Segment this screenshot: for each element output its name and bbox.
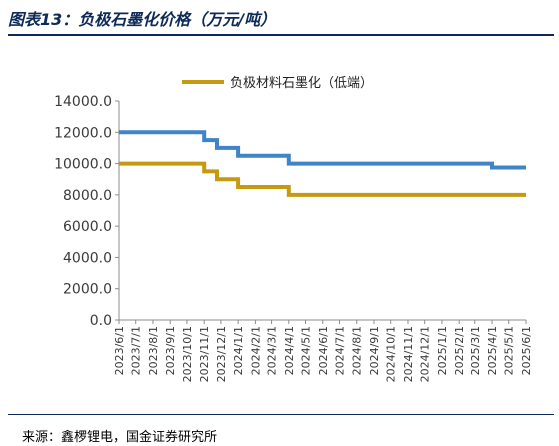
legend-label: 负极材料石墨化（低端） <box>230 76 373 91</box>
x-tick-label: 2024/7/1 <box>333 326 346 375</box>
x-tick-label: 2024/2/1 <box>249 326 262 375</box>
title-rule <box>8 34 554 36</box>
x-tick-label: 2023/11/1 <box>198 326 211 382</box>
y-tick-label: 6000.0 <box>63 219 112 235</box>
x-tick-label: 2024/12/1 <box>419 326 432 382</box>
x-tick-label: 2025/5/1 <box>503 326 516 375</box>
x-tick-label: 2024/1/1 <box>232 326 245 375</box>
y-tick-label: 8000.0 <box>63 188 112 204</box>
price-line-chart: 负极材料石墨化（低端） 0.0 2000.0 4000.0 6000.0 8000.0 1… <box>54 76 533 382</box>
x-tick-label: 2024/5/1 <box>300 326 313 375</box>
source-note: 来源：鑫椤锂电，国金证券研究所 <box>22 430 218 445</box>
y-tick-label: 4000.0 <box>63 250 112 266</box>
x-tick-label: 2024/11/1 <box>402 326 415 382</box>
x-tick-label: 2024/4/1 <box>283 326 296 375</box>
x-tick-label: 2023/7/1 <box>130 326 143 375</box>
x-tick-label: 2023/9/1 <box>164 326 177 375</box>
series-group <box>119 130 526 197</box>
y-axis: 0.0 2000.0 4000.0 6000.0 8000.0 10000.0 12000.… <box>54 94 120 329</box>
x-tick-label: 2025/6/1 <box>520 326 533 375</box>
x-axis: 2023/6/1 2023/7/1 2023/8/1 2023/9/1 2023/10/… <box>113 319 533 382</box>
x-tick-label: 2025/1/1 <box>436 326 449 375</box>
y-tick-label: 0.0 <box>90 313 112 329</box>
y-tick-label: 10000.0 <box>54 157 112 173</box>
x-tick-label: 2025/3/1 <box>469 326 482 375</box>
series-line-2 <box>119 161 526 197</box>
x-tick-label: 2024/9/1 <box>368 326 381 375</box>
x-tick-label: 2024/10/1 <box>385 326 398 382</box>
x-tick-label: 2023/8/1 <box>147 326 160 375</box>
x-tick-label: 2025/2/1 <box>453 326 466 375</box>
x-tick-label: 2025/4/1 <box>486 326 499 375</box>
series-line-1 <box>119 130 526 170</box>
source-rule <box>8 414 554 415</box>
legend: 负极材料石墨化（低端） <box>182 76 373 91</box>
x-tick-label: 2024/3/1 <box>266 326 279 375</box>
figure-title: 图表13：负极石墨化价格（万元/吨） <box>8 10 277 29</box>
x-tick-label: 2024/8/1 <box>351 326 364 375</box>
x-tick-label: 2024/6/1 <box>317 326 330 375</box>
x-tick-label: 2023/6/1 <box>113 326 126 375</box>
x-tick-label: 2023/12/1 <box>215 326 228 382</box>
y-tick-label: 2000.0 <box>63 282 112 298</box>
x-tick-label: 2023/10/1 <box>181 326 194 382</box>
y-tick-label: 12000.0 <box>54 125 112 141</box>
y-tick-label: 14000.0 <box>54 94 112 110</box>
